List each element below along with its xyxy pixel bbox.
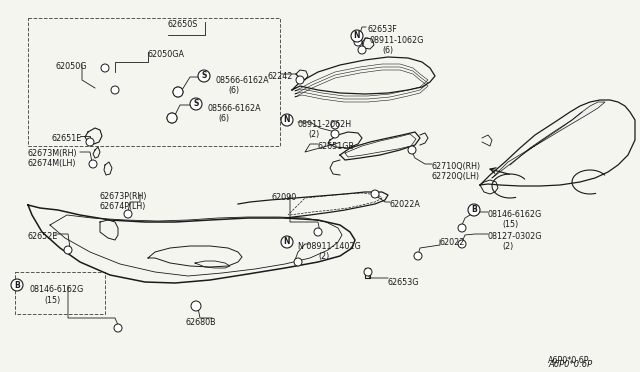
Circle shape <box>458 240 466 248</box>
Text: 62653G: 62653G <box>388 278 419 287</box>
Circle shape <box>354 38 362 46</box>
Text: A6P0*0.6P: A6P0*0.6P <box>548 356 589 365</box>
Circle shape <box>86 138 94 146</box>
Circle shape <box>331 130 339 138</box>
Circle shape <box>89 160 97 168</box>
Circle shape <box>371 190 379 198</box>
Circle shape <box>64 246 72 254</box>
Circle shape <box>192 302 200 310</box>
Bar <box>15 272 105 314</box>
Text: 62022: 62022 <box>440 238 465 247</box>
Text: (6): (6) <box>228 86 239 95</box>
Text: 08127-0302G: 08127-0302G <box>488 232 543 241</box>
Circle shape <box>167 113 177 123</box>
Text: 62653F: 62653F <box>368 25 397 34</box>
Text: 08146-6162G: 08146-6162G <box>30 285 84 294</box>
Text: 62022A: 62022A <box>390 200 421 209</box>
Text: 62242: 62242 <box>267 72 292 81</box>
Text: N: N <box>354 32 360 41</box>
Text: (6): (6) <box>218 114 229 123</box>
Text: 08146-6162G: 08146-6162G <box>488 210 542 219</box>
Circle shape <box>408 146 416 154</box>
Text: (6): (6) <box>382 46 393 55</box>
Circle shape <box>198 70 210 82</box>
Text: 62050G: 62050G <box>55 62 86 71</box>
Circle shape <box>191 301 201 311</box>
Text: 62710Q(RH): 62710Q(RH) <box>432 162 481 171</box>
Circle shape <box>173 87 183 97</box>
Text: 62652E: 62652E <box>28 232 58 241</box>
Text: N: N <box>284 115 291 125</box>
Text: 62720Q(LH): 62720Q(LH) <box>432 172 480 181</box>
Text: S: S <box>193 99 198 109</box>
Circle shape <box>281 114 293 126</box>
Bar <box>28 18 280 146</box>
Circle shape <box>314 228 322 236</box>
Text: 62650S: 62650S <box>168 20 198 29</box>
Text: (2): (2) <box>318 252 329 261</box>
Text: 62673P(RH): 62673P(RH) <box>100 192 147 201</box>
Text: (2): (2) <box>502 242 513 251</box>
Text: 62673M(RH): 62673M(RH) <box>28 149 77 158</box>
Text: 62050GA: 62050GA <box>148 50 185 59</box>
Polygon shape <box>492 102 605 178</box>
Text: B: B <box>471 205 477 215</box>
Circle shape <box>124 210 132 218</box>
Text: 62651E: 62651E <box>52 134 83 143</box>
Circle shape <box>173 87 183 97</box>
Text: 62674M(LH): 62674M(LH) <box>28 159 77 168</box>
Text: 08911-2062H: 08911-2062H <box>298 120 352 129</box>
Text: 62680B: 62680B <box>185 318 216 327</box>
Circle shape <box>294 258 302 266</box>
Circle shape <box>331 121 339 129</box>
Text: (15): (15) <box>502 220 518 229</box>
Circle shape <box>111 86 119 94</box>
Text: 62090: 62090 <box>272 193 297 202</box>
Circle shape <box>190 98 202 110</box>
Circle shape <box>114 324 122 332</box>
Circle shape <box>296 76 304 84</box>
Text: (15): (15) <box>44 296 60 305</box>
Text: N: N <box>284 237 291 247</box>
Circle shape <box>351 30 363 42</box>
Circle shape <box>281 236 293 248</box>
Text: 08566-6162A: 08566-6162A <box>215 76 269 85</box>
Text: B: B <box>14 280 20 289</box>
Text: S: S <box>202 71 207 80</box>
Text: N 08911-1402G: N 08911-1402G <box>298 242 361 251</box>
Circle shape <box>101 64 109 72</box>
Circle shape <box>468 204 480 216</box>
Text: 62651GB: 62651GB <box>318 142 355 151</box>
Circle shape <box>364 268 372 276</box>
Text: 08566-6162A: 08566-6162A <box>207 104 260 113</box>
Text: A6P0*0.6P: A6P0*0.6P <box>548 360 592 369</box>
Circle shape <box>167 113 177 123</box>
Text: (2): (2) <box>308 130 319 139</box>
Circle shape <box>11 279 23 291</box>
Circle shape <box>358 46 366 54</box>
Text: 62674P(LH): 62674P(LH) <box>100 202 147 211</box>
Circle shape <box>458 224 466 232</box>
Circle shape <box>414 252 422 260</box>
Text: 08911-1062G: 08911-1062G <box>370 36 424 45</box>
